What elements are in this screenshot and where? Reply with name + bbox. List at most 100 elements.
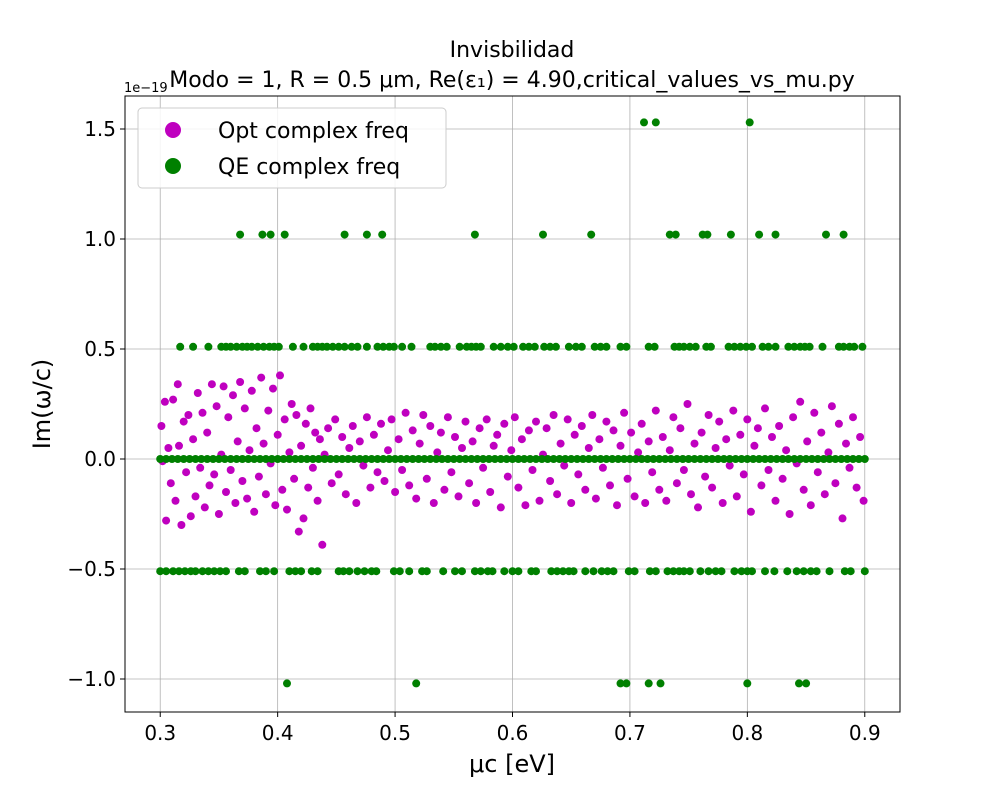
opt-complex-freq-point (757, 481, 766, 490)
opt-complex-freq-point (426, 422, 435, 430)
qe-complex-freq-point (519, 342, 528, 351)
opt-complex-freq-point (219, 382, 228, 391)
opt-complex-freq-point (348, 422, 357, 430)
opt-complex-freq-point (278, 485, 287, 494)
opt-complex-freq-point (324, 424, 333, 433)
opt-complex-freq-point (164, 444, 173, 452)
opt-complex-freq-point (436, 428, 445, 437)
qe-complex-freq-point (291, 567, 300, 576)
qe-complex-freq-point (261, 455, 270, 463)
qe-complex-freq-point (858, 342, 867, 351)
opt-complex-freq-point (345, 444, 354, 452)
qe-complex-freq-point (395, 567, 404, 576)
qe-complex-freq-point (755, 455, 764, 463)
opt-complex-freq-point (273, 430, 282, 439)
opt-complex-freq-point (391, 488, 400, 496)
qe-complex-freq-point (396, 455, 405, 463)
qe-complex-freq-point (708, 455, 717, 463)
opt-complex-freq-point (387, 415, 396, 424)
qe-complex-freq-point (451, 567, 459, 576)
qe-complex-freq-point (655, 455, 664, 463)
opt-complex-freq-point (311, 428, 320, 437)
opt-complex-freq-point (362, 413, 371, 422)
qe-complex-freq-point (347, 342, 356, 351)
qe-complex-freq-point (373, 455, 382, 463)
qe-complex-freq-point (443, 455, 452, 463)
opt-complex-freq-point (507, 446, 516, 455)
qe-complex-freq-point (162, 567, 171, 576)
opt-complex-freq-point (271, 501, 280, 510)
qe-complex-freq-point (748, 567, 756, 576)
opt-complex-freq-point (408, 426, 417, 435)
qe-complex-freq-point (514, 567, 523, 576)
qe-complex-freq-point (571, 342, 580, 351)
opt-complex-freq-point (169, 395, 178, 404)
opt-complex-freq-point (429, 499, 438, 507)
qe-complex-freq-point (420, 455, 429, 463)
qe-complex-freq-point (656, 679, 665, 688)
qe-complex-freq-point (449, 455, 458, 463)
qe-complex-freq-point (540, 342, 549, 351)
x-tick-label: 0.5 (379, 721, 411, 745)
opt-complex-freq-point (771, 496, 780, 505)
qe-complex-freq-point (222, 567, 230, 576)
opt-complex-freq-point (581, 485, 590, 494)
qe-complex-freq-point (162, 455, 171, 463)
opt-complex-freq-point (524, 426, 533, 435)
qe-complex-freq-point (742, 342, 751, 351)
qe-complex-freq-point (696, 567, 705, 576)
qe-complex-freq-point (679, 567, 688, 576)
qe-complex-freq-point (819, 455, 828, 463)
opt-complex-freq-point (401, 408, 410, 417)
opt-complex-freq-point (831, 479, 840, 488)
opt-complex-freq-point (182, 468, 191, 477)
qe-complex-freq-point (649, 455, 658, 463)
opt-complex-freq-point (549, 411, 558, 419)
qe-complex-freq-point (320, 455, 329, 463)
opt-complex-freq-point (827, 402, 836, 411)
qe-complex-freq-point (340, 342, 349, 351)
qe-complex-freq-point (608, 455, 617, 463)
qe-complex-freq-point (210, 567, 219, 576)
qe-complex-freq-point (362, 342, 371, 351)
y-tick-label: 1.5 (84, 117, 116, 141)
qe-complex-freq-point (651, 118, 660, 127)
qe-complex-freq-point (439, 567, 448, 576)
opt-complex-freq-point (247, 386, 256, 395)
opt-complex-freq-point (715, 417, 724, 426)
qe-complex-freq-point (812, 567, 821, 576)
qe-complex-freq-point (438, 455, 446, 463)
qe-complex-freq-point (328, 342, 337, 351)
opt-complex-freq-point (859, 496, 868, 505)
qe-complex-freq-point (303, 455, 311, 463)
opt-complex-freq-point (746, 507, 755, 516)
qe-complex-freq-point (526, 455, 535, 463)
opt-complex-freq-point (261, 490, 270, 499)
qe-complex-freq-point (204, 567, 213, 576)
opt-complex-freq-point (546, 477, 555, 485)
qe-complex-freq-point (220, 455, 229, 463)
qe-complex-freq-point (361, 455, 370, 463)
opt-complex-freq-point (210, 470, 219, 479)
opt-complex-freq-point (451, 433, 459, 441)
opt-complex-freq-point (694, 503, 702, 512)
qe-complex-freq-point (579, 455, 587, 463)
opt-complex-freq-point (384, 446, 392, 455)
qe-complex-freq-point (344, 455, 353, 463)
qe-complex-freq-point (355, 455, 364, 463)
opt-complex-freq-point (521, 501, 530, 510)
axis-ticks: 0.3 0.4 0.5 0.6 0.7 0.8 0.9 −1.0 −0.5 0.0 0.5 1.0 1.… (67, 117, 880, 745)
qe-complex-freq-point (622, 342, 631, 351)
qe-complex-freq-point (479, 455, 488, 463)
opt-complex-freq-point (306, 404, 315, 413)
qe-complex-freq-point (431, 342, 439, 351)
opt-complex-freq-point (849, 413, 857, 422)
opt-complex-freq-point (842, 439, 850, 448)
opt-complex-freq-point (419, 411, 428, 419)
opt-complex-freq-point (662, 496, 671, 505)
qe-complex-freq-point (672, 455, 681, 463)
qe-complex-freq-point (509, 342, 518, 351)
opt-complex-freq-point (472, 499, 481, 507)
opt-complex-freq-point (634, 448, 643, 457)
opt-complex-freq-point (701, 472, 710, 481)
